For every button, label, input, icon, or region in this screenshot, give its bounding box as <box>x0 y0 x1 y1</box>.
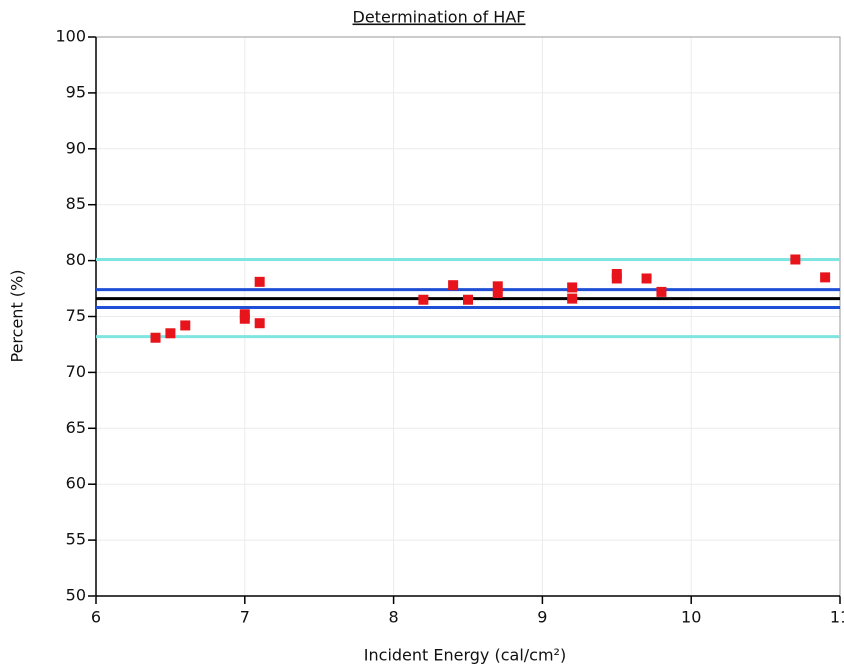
point <box>567 293 578 304</box>
point <box>641 273 652 284</box>
y-tick-label: 100 <box>55 27 86 46</box>
y-tick-label: 90 <box>66 138 86 157</box>
point <box>180 320 191 331</box>
point <box>418 294 429 305</box>
x-tick-label: 10 <box>681 608 701 627</box>
point <box>790 254 801 265</box>
point <box>567 282 578 293</box>
y-tick-label: 80 <box>66 250 86 269</box>
x-tick-label: 6 <box>91 608 101 627</box>
y-tick-label: 70 <box>66 362 86 381</box>
x-tick-label: 8 <box>389 608 399 627</box>
point <box>820 272 831 283</box>
point <box>165 328 176 339</box>
y-tick-label: 75 <box>66 306 86 325</box>
x-tick-label: 11 <box>830 608 844 627</box>
x-tick-label: 9 <box>537 608 547 627</box>
point <box>492 281 503 292</box>
y-tick-label: 65 <box>66 418 86 437</box>
y-tick-label: 55 <box>66 530 86 549</box>
point <box>463 294 473 305</box>
y-axis-label: Percent (%) <box>8 270 27 363</box>
point <box>150 332 161 343</box>
x-axis-label: Incident Energy (cal/cm²) <box>364 646 566 665</box>
point <box>254 276 265 287</box>
point <box>611 273 622 284</box>
y-tick-label: 60 <box>66 474 86 493</box>
point <box>239 313 250 324</box>
point <box>254 318 265 329</box>
y-tick-label: 50 <box>66 586 86 605</box>
point <box>656 286 667 297</box>
point <box>448 280 459 291</box>
point <box>492 288 503 299</box>
y-tick-label: 85 <box>66 194 86 213</box>
chart-title: Determination of HAF <box>353 8 526 27</box>
x-tick-label: 7 <box>240 608 250 627</box>
y-tick-label: 95 <box>66 82 86 101</box>
